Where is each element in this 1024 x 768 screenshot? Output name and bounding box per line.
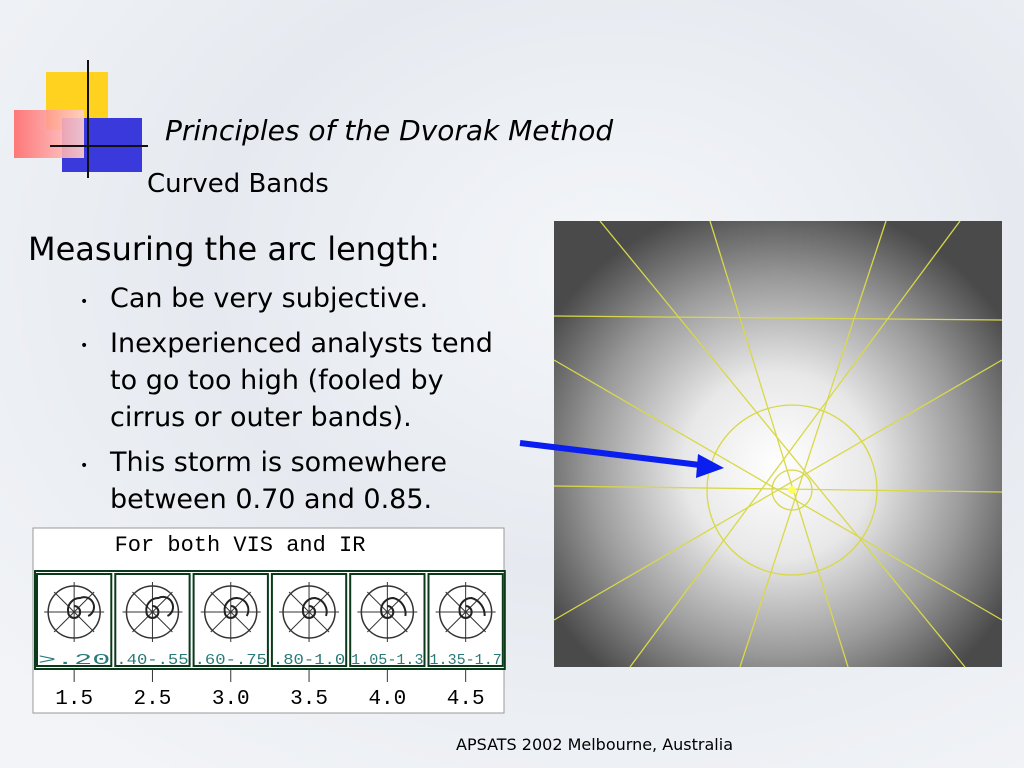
pattern-cell: [114, 573, 191, 667]
range-label: .40-.55: [116, 652, 188, 669]
pattern-sketch: [122, 582, 183, 642]
bullet: Can be very subjective.: [110, 283, 428, 314]
pattern-sketch: [200, 582, 261, 642]
pattern-sketch: [145, 595, 174, 619]
pattern-sketch: [301, 596, 328, 619]
pattern-sketch: [380, 596, 407, 619]
pattern-cell: [427, 573, 504, 667]
bullet-dot: •: [80, 458, 88, 474]
subtitle: Curved Bands: [147, 169, 329, 199]
heading: Measuring the arc length:: [28, 230, 440, 268]
pattern-cell: [36, 573, 113, 667]
pattern-sketch: [223, 596, 250, 619]
arrow: [519, 440, 724, 478]
bullet: Inexperienced analysts tend to go too hig…: [110, 328, 493, 433]
pattern-strip: [34, 570, 506, 670]
range-label: 1.35-1.7: [430, 652, 502, 669]
range-label: .60-.75: [195, 652, 267, 669]
pattern-cell: [270, 573, 348, 667]
satellite-image: [553, 220, 1003, 668]
pattern-sketch: [458, 596, 486, 619]
range-label: 1.05-1.3: [351, 652, 423, 669]
footer: APSATS 2002 Melbourne, Australia: [456, 735, 733, 754]
logo: [14, 60, 148, 178]
pattern-cell: [349, 573, 426, 667]
pattern-cell: [192, 573, 269, 667]
pattern-sketch: [357, 582, 418, 642]
bullet-dot: •: [80, 338, 88, 354]
number-label: 2.5: [134, 688, 172, 711]
range-label: .80-1.0: [273, 652, 345, 669]
pattern-sketch: [44, 582, 105, 642]
number-label: 4.5: [447, 688, 485, 711]
pattern-figure: For both VIS and IR >.20 1.5 .40-.55 2.5 .60…: [32, 527, 506, 714]
bullet: This storm is somewhere between 0.70 and …: [109, 447, 447, 515]
pattern-sketch: [435, 582, 496, 642]
pattern-sketch: [279, 582, 340, 642]
bullet-dot: •: [80, 294, 88, 310]
number-label: 1.5: [55, 688, 93, 711]
number-label: 3.5: [290, 688, 328, 711]
title: Principles of the Dvorak Method: [165, 114, 613, 147]
figure-caption: For both VIS and IR: [115, 533, 366, 558]
range-label: >.20: [38, 652, 110, 669]
pattern-sketch: [66, 596, 95, 619]
bullet-list: • Can be very subjective. • Inexperience…: [80, 283, 493, 515]
number-label: 3.0: [212, 688, 250, 711]
number-label: 4.0: [368, 688, 406, 711]
